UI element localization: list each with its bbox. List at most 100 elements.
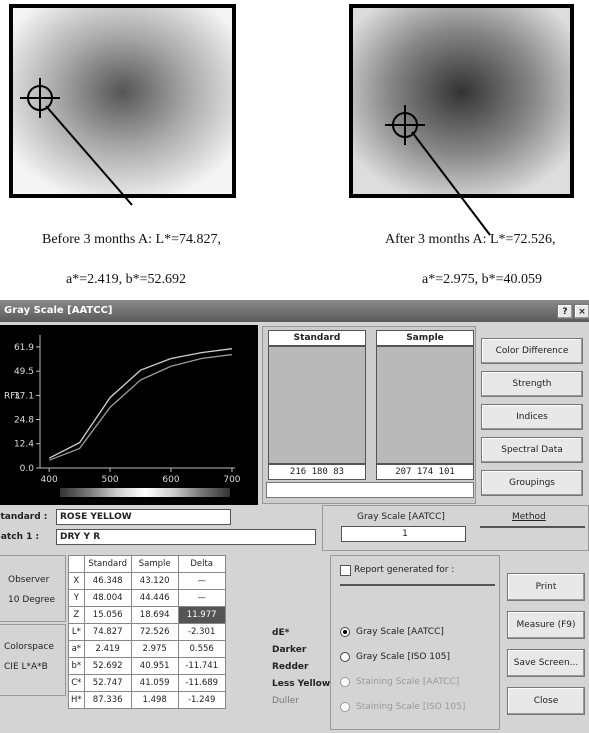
page: Before 3 months A: L*=74.827, a*=2.419, … — [0, 0, 589, 733]
method-field[interactable] — [480, 526, 585, 528]
color-swatch — [376, 346, 474, 464]
table-cell: -11.689 — [178, 675, 225, 692]
radio-label: Staining Scale [AATCC] — [356, 677, 459, 687]
side-button[interactable]: Color Difference — [481, 338, 583, 364]
radio[interactable] — [340, 702, 350, 712]
standard-label: Standard : — [0, 512, 47, 522]
table-cell: 41.059 — [131, 675, 178, 692]
table-cell: — — [178, 590, 225, 607]
assessment-label: dE* — [272, 628, 289, 638]
table-cell: 52.747 — [84, 675, 131, 692]
table-cell: 52.692 — [84, 658, 131, 675]
x-tick-label: 400 — [41, 475, 58, 485]
before-photo — [11, 6, 234, 196]
color-swatch — [268, 346, 366, 464]
help-button[interactable]: ? — [557, 304, 573, 319]
title-bar: Gray Scale [AATCC] — [0, 300, 589, 322]
header-cell: Sample — [131, 556, 178, 573]
action-button[interactable]: Save Screen... — [507, 649, 585, 677]
table-cell: H* — [69, 692, 85, 709]
plot-background — [0, 325, 258, 505]
close-button[interactable]: × — [574, 304, 589, 319]
batch-label: Batch 1 : — [0, 532, 39, 542]
table-cell: 40.951 — [131, 658, 178, 675]
swatch-title: Sample — [376, 330, 474, 346]
table-cell: 18.694 — [131, 607, 178, 624]
table-cell: C* — [69, 675, 85, 692]
header-cell: Delta — [178, 556, 225, 573]
action-button[interactable]: Close — [507, 687, 585, 715]
table-cell: -1.249 — [178, 692, 225, 709]
side-button[interactable]: Spectral Data — [481, 437, 583, 463]
table-cell: 46.348 — [84, 573, 131, 590]
table-cell: a* — [69, 641, 85, 658]
side-button[interactable]: Groupings — [481, 470, 583, 496]
radio-label: Gray Scale [AATCC] — [356, 627, 444, 637]
y-tick-label: 0.0 — [20, 464, 35, 474]
action-button[interactable]: Print — [507, 573, 585, 601]
after-photo — [351, 6, 572, 196]
caption: After 3 months A: L*=72.526, — [385, 232, 555, 248]
swatch-rgb: 207 174 101 — [376, 464, 474, 480]
table-cell: -2.301 — [178, 624, 225, 641]
caption: a*=2.419, b*=52.692 — [66, 272, 186, 288]
swatch-title: Standard — [268, 330, 366, 346]
table-cell: 15.056 — [84, 607, 131, 624]
radio[interactable] — [340, 652, 350, 662]
table-cell: 48.004 — [84, 590, 131, 607]
header-cell: Standard — [84, 556, 131, 573]
radio-label: Gray Scale [ISO 105] — [356, 652, 450, 662]
report-field[interactable] — [340, 584, 495, 586]
radio[interactable] — [340, 627, 350, 637]
caption: a*=2.975, b*=40.059 — [422, 272, 542, 288]
table-cell: b* — [69, 658, 85, 675]
radio[interactable] — [340, 677, 350, 687]
observer-label: Observer — [8, 575, 49, 585]
y-tick-label: 12.4 — [14, 440, 34, 450]
assessment-label: Redder — [272, 662, 308, 672]
observer-group — [0, 555, 66, 622]
table-cell: 0.556 — [178, 641, 225, 658]
batch-field[interactable]: DRY Y R — [56, 529, 316, 545]
header-cell — [69, 556, 85, 573]
action-button[interactable]: Measure (F9) — [507, 611, 585, 639]
spectrum-bar — [60, 488, 230, 497]
side-button[interactable]: Strength — [481, 371, 583, 397]
assessment-label: Less Yellow — [272, 679, 330, 689]
table-cell: 72.526 — [131, 624, 178, 641]
table-cell: 11.977 — [178, 607, 225, 624]
gray-scale-value: 1 — [341, 526, 466, 542]
table-cell: 87.336 — [84, 692, 131, 709]
y-tick-label: 24.8 — [14, 415, 34, 425]
side-button[interactable]: Indices — [481, 404, 583, 430]
table-row: Z15.05618.69411.977 — [69, 607, 226, 624]
table-cell: X — [69, 573, 85, 590]
scrollbar[interactable] — [266, 482, 474, 498]
table-cell: 43.120 — [131, 573, 178, 590]
report-label: Report generated for : — [354, 565, 454, 575]
table-cell: 2.975 — [131, 641, 178, 658]
x-tick-label: 600 — [162, 475, 179, 485]
standard-field[interactable]: ROSE YELLOW — [56, 509, 231, 525]
radio-label: Staining Scale [ISO 105] — [356, 702, 465, 712]
method-label: Method — [512, 512, 546, 522]
colorspace-label: Colorspace — [4, 642, 54, 652]
colorspace-value: CIE L*A*B — [4, 662, 48, 672]
y-tick-label: 49.5 — [14, 367, 34, 377]
table-cell: — — [178, 573, 225, 590]
assessment-label: Duller — [272, 696, 299, 706]
x-tick-label: 700 — [223, 475, 240, 485]
swatch-rgb: 216 180 83 — [268, 464, 366, 480]
checkbox[interactable] — [340, 565, 351, 576]
assessment-label: Darker — [272, 645, 306, 655]
